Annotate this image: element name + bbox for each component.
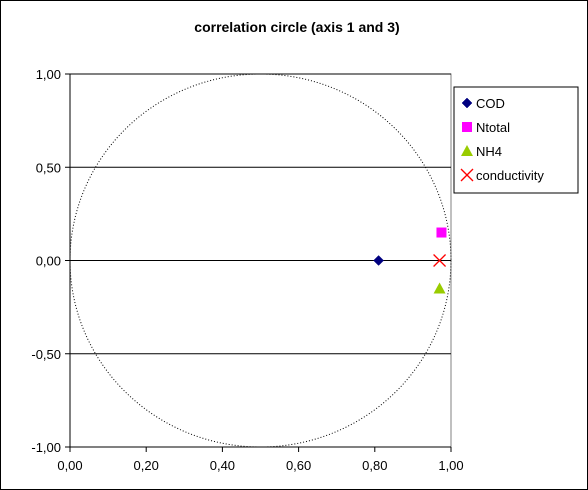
legend-label-ntotal: Ntotal [476,120,510,135]
legend: COD Ntotal NH4 conductivity [453,86,579,194]
legend-items: COD Ntotal NH4 conductivity [460,96,544,183]
chart-title: correlation circle (axis 1 and 3) [194,19,399,35]
point-nh4 [433,282,446,294]
legend-marker-conductivity-stroke-b [460,168,474,182]
y-tick-label-2: 0,00 [36,254,61,269]
y-tick-label-0: 1,00 [36,67,61,82]
y-tick-label-1: 0,50 [36,160,61,175]
legend-marker-nh4 [461,145,473,156]
point-conductivity-stroke-b [433,254,447,267]
x-tick-label-1: 0,20 [134,458,159,473]
legend-marker-ntotal [462,122,472,132]
point-cod [373,255,384,266]
point-conductivity [433,254,447,267]
grid-lines [70,73,451,448]
point-ntotal [436,227,447,238]
legend-marker-cod [461,97,473,109]
correlation-circle-layer [69,73,452,448]
data-points [373,227,447,294]
y-tick-label-3: -0,50 [31,347,61,362]
x-tick-label-4: 0,80 [362,458,387,473]
x-tick-label-2: 0,40 [210,458,235,473]
x-tick-label-3: 0,60 [286,458,311,473]
legend-box [453,86,579,194]
legend-label-cod: COD [476,96,505,111]
y-tick-label-4: -1,00 [31,440,61,455]
x-tick-label-5: 1,00 [438,458,463,473]
legend-label-conductivity: conductivity [476,168,544,183]
legend-marker-conductivity [460,168,474,182]
correlation-circle [69,73,452,448]
x-tick-label-0: 0,00 [57,458,82,473]
tick-labels: 1,00 0,50 0,00 -0,50 -1,00 0,00 0,20 0,40 0,60 0,… [31,67,463,473]
legend-label-nh4: NH4 [476,144,502,159]
